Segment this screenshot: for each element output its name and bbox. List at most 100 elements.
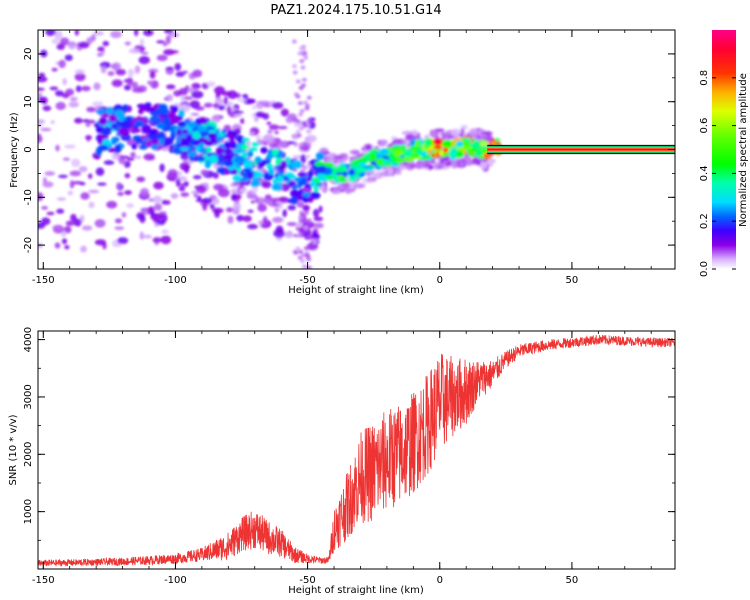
heatmap-cell bbox=[382, 159, 390, 165]
heatmap-cell bbox=[100, 66, 107, 74]
heatmap-cell bbox=[79, 13, 86, 19]
heatmap-cell bbox=[103, 160, 115, 166]
heatmap-cell bbox=[199, 126, 208, 132]
heatmap-cell bbox=[369, 153, 377, 162]
heatmap-cell bbox=[180, 183, 185, 189]
heatmap-cell bbox=[65, 220, 76, 226]
heatmap-cell bbox=[211, 114, 221, 123]
heatmap-cell bbox=[246, 170, 254, 179]
heatmap-cell bbox=[122, 15, 131, 20]
heatmap-cell bbox=[213, 183, 224, 191]
heatmap-cell bbox=[232, 174, 242, 182]
heatmap-cell bbox=[139, 38, 145, 47]
heatmap-cell bbox=[294, 177, 302, 183]
heatmap-cell bbox=[75, 85, 82, 93]
heatmap-cell bbox=[150, 107, 156, 113]
heatmap-cell bbox=[348, 169, 356, 176]
heatmap-cell bbox=[300, 154, 307, 164]
heatmap-cell bbox=[187, 151, 197, 157]
heatmap-cell bbox=[430, 131, 440, 137]
heatmap-cell bbox=[138, 145, 148, 150]
heatmap-cell bbox=[251, 142, 261, 147]
heatmap-cell bbox=[258, 203, 264, 210]
heatmap-cell bbox=[187, 121, 197, 128]
heatmap-cell bbox=[175, 178, 181, 187]
heatmap-cell bbox=[272, 216, 284, 223]
heatmap-cell bbox=[40, 127, 52, 132]
heatmap-cell bbox=[140, 187, 149, 197]
heatmap-cell bbox=[312, 238, 317, 246]
heatmap-cell bbox=[164, 30, 174, 34]
heatmap-cell bbox=[111, 123, 118, 129]
heatmap-cell bbox=[145, 140, 153, 148]
heatmap-cell bbox=[305, 134, 317, 143]
heatmap-cell bbox=[53, 10, 58, 18]
heatmap-cell bbox=[97, 46, 105, 52]
heatmap-cell bbox=[69, 96, 79, 102]
heatmap-cell bbox=[286, 118, 293, 124]
heatmap-cell bbox=[180, 95, 185, 102]
colorbar-gradient bbox=[712, 30, 736, 269]
heatmap-cell bbox=[304, 221, 313, 228]
heatmap-cell bbox=[233, 113, 242, 118]
heatmap-cell bbox=[242, 215, 252, 222]
heatmap-cell bbox=[255, 111, 265, 118]
heatmap-cell bbox=[117, 114, 126, 122]
heatmap-cell bbox=[288, 181, 297, 187]
heatmap-cell bbox=[169, 50, 179, 54]
heatmap-cell bbox=[164, 200, 171, 205]
snr-panel: -150 -100 -50 0 50 1000 2000 3000 4000 Height of… bbox=[8, 327, 676, 596]
heatmap-cell bbox=[67, 41, 76, 50]
heatmap-cell bbox=[38, 76, 48, 83]
spectrogram-y-axis-label: Frequency (Hz) bbox=[9, 112, 20, 188]
heatmap-cell bbox=[304, 210, 310, 215]
heatmap-cell bbox=[40, 96, 48, 105]
heatmap-cell bbox=[405, 133, 415, 141]
heatmap-cell bbox=[280, 108, 289, 117]
heatmap-cell bbox=[61, 238, 68, 245]
spectrogram-x-tick-label: -100 bbox=[164, 275, 187, 286]
heatmap-cell bbox=[196, 156, 205, 161]
heatmap-cell bbox=[166, 94, 174, 102]
heatmap-cell bbox=[55, 22, 59, 27]
heatmap-cell bbox=[213, 172, 219, 179]
heatmap-cell bbox=[307, 196, 314, 203]
heatmap-cell bbox=[195, 185, 207, 194]
heatmap-cell bbox=[438, 150, 444, 156]
heatmap-cell bbox=[118, 15, 129, 20]
heatmap-cell bbox=[304, 253, 310, 258]
heatmap-cell bbox=[247, 209, 254, 213]
heatmap-cell bbox=[54, 30, 63, 40]
heatmap-cell bbox=[261, 181, 272, 189]
heatmap-cell bbox=[311, 233, 321, 240]
heatmap-cell bbox=[58, 59, 66, 69]
heatmap-cell bbox=[335, 165, 347, 173]
heatmap-cell bbox=[226, 154, 234, 159]
heatmap-cell bbox=[191, 90, 204, 99]
heatmap-cell bbox=[126, 77, 133, 86]
heatmap-cell bbox=[119, 22, 127, 28]
heatmap-cell bbox=[271, 183, 283, 191]
heatmap-cell bbox=[212, 198, 220, 205]
heatmap-cell bbox=[302, 166, 308, 171]
heatmap-cell bbox=[305, 129, 312, 134]
heatmap-cell bbox=[237, 135, 243, 144]
heatmap-cell bbox=[332, 175, 339, 182]
heatmap-cell bbox=[298, 86, 304, 90]
heatmap-cell bbox=[78, 166, 88, 173]
snr-x-tick-label: -150 bbox=[32, 575, 55, 586]
heatmap-cell bbox=[263, 133, 275, 143]
heatmap-cell bbox=[433, 145, 443, 150]
heatmap-cell bbox=[290, 196, 299, 205]
heatmap-cell bbox=[268, 203, 281, 207]
heatmap-cell bbox=[231, 168, 238, 175]
heatmap-cell bbox=[393, 148, 403, 157]
heatmap-cell bbox=[168, 145, 175, 150]
heatmap-cell bbox=[162, 117, 171, 126]
heatmap-cell bbox=[55, 90, 64, 97]
heatmap-cell bbox=[313, 185, 320, 193]
heatmap-cell bbox=[295, 246, 301, 251]
heatmap-cell bbox=[243, 160, 253, 169]
